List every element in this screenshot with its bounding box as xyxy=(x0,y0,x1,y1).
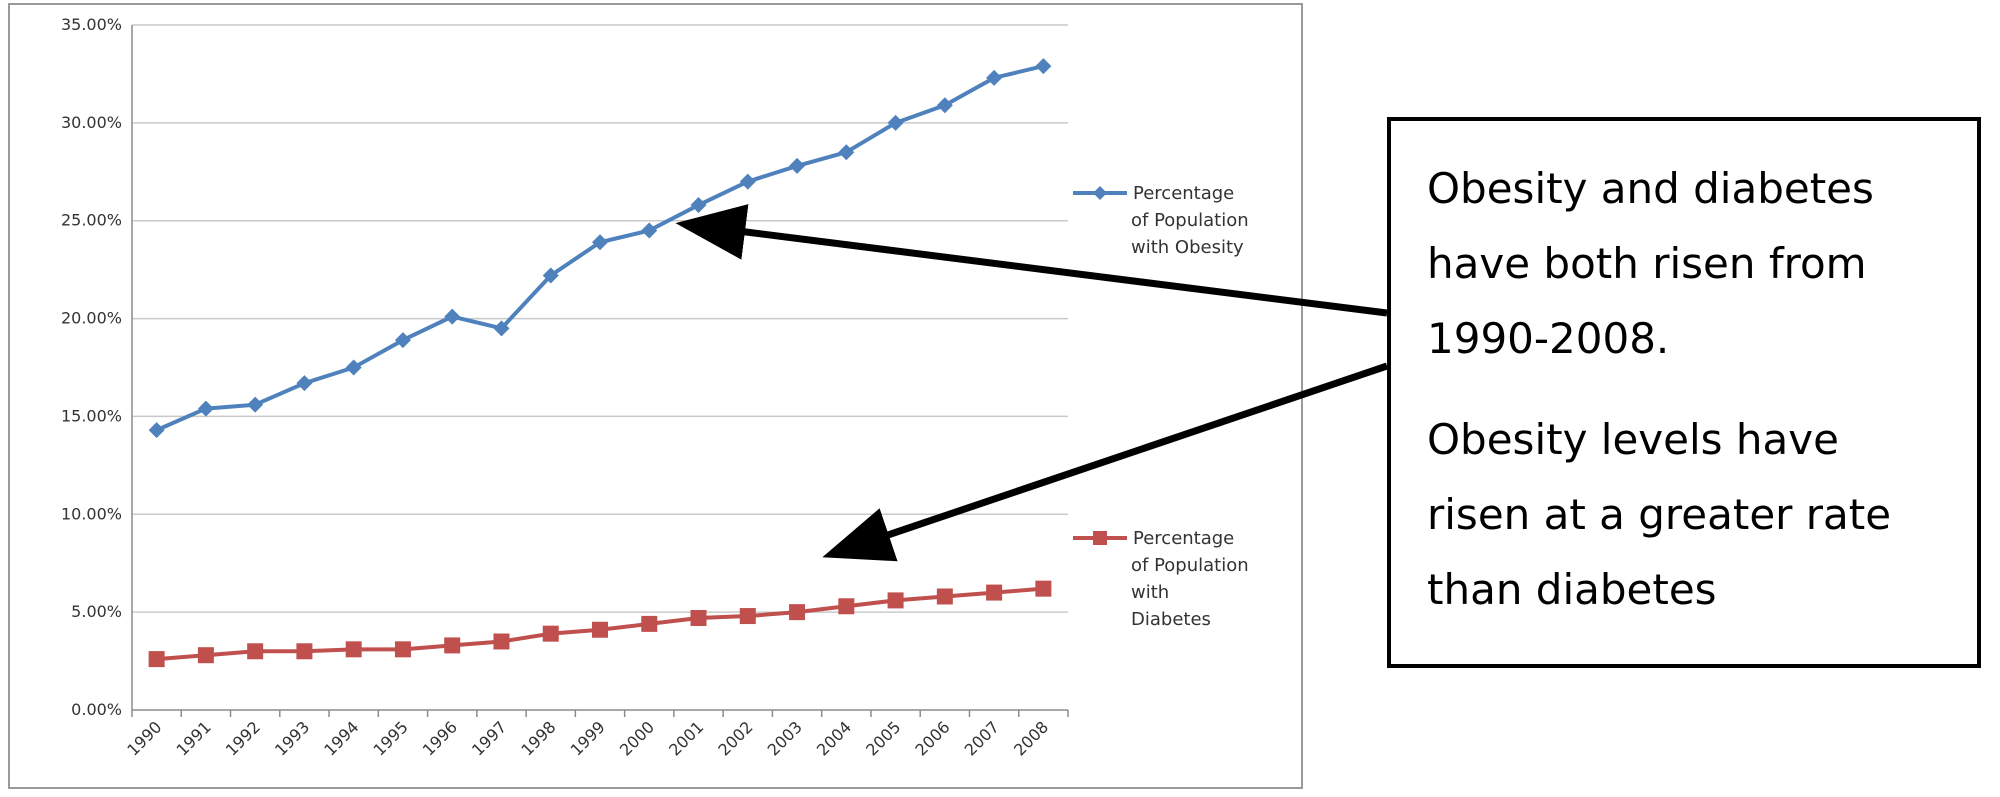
x-tick-label: 2001 xyxy=(665,717,707,759)
data-point-obesity xyxy=(592,234,608,251)
data-point-obesity xyxy=(690,197,707,214)
x-tick-label: 1992 xyxy=(222,717,264,759)
x-tick-label: 1995 xyxy=(370,717,412,759)
data-point-diabetes xyxy=(394,641,411,658)
annotation-arrows xyxy=(675,204,1389,562)
data-point-diabetes xyxy=(1035,580,1052,597)
x-tick-label: 2006 xyxy=(911,717,953,759)
data-point-obesity xyxy=(936,97,953,114)
x-tick-label: 2007 xyxy=(961,717,1003,759)
x-tick-label: 2000 xyxy=(616,717,658,759)
data-point-diabetes xyxy=(690,610,707,627)
data-point-diabetes xyxy=(493,633,510,650)
x-tick-label: 1994 xyxy=(320,717,362,759)
x-tick-label: 1998 xyxy=(517,717,559,759)
x-tick-label: 2004 xyxy=(813,717,855,759)
data-point-obesity xyxy=(986,69,1003,86)
annotation-text-rate: Obesity levels have risen at a greater r… xyxy=(1427,415,1892,614)
data-point-diabetes xyxy=(887,592,904,609)
legend-marker-diabetes xyxy=(1093,531,1107,545)
axes xyxy=(131,25,1069,717)
legend-label-diabetes: Percentage of Population with Diabetes xyxy=(1131,528,1249,630)
data-point-diabetes xyxy=(542,625,559,642)
data-point-diabetes xyxy=(986,584,1003,601)
annotation-box: Obesity and diabetes have both risen fro… xyxy=(1387,117,1981,668)
data-point-diabetes xyxy=(197,647,214,664)
chart-frame xyxy=(8,3,1303,789)
data-point-diabetes xyxy=(148,651,165,668)
data-point-obesity xyxy=(739,173,756,190)
data-point-diabetes xyxy=(592,621,608,638)
x-tick-label: 1993 xyxy=(271,717,313,759)
data-point-diabetes xyxy=(296,643,313,660)
x-tick-label: 2008 xyxy=(1010,717,1052,759)
data-point-obesity xyxy=(345,359,362,376)
x-tick-label: 1999 xyxy=(567,717,609,759)
y-tick-label: 30.00% xyxy=(61,113,122,132)
data-point-obesity xyxy=(1035,58,1052,75)
arrow-to-diabetes xyxy=(822,362,1389,562)
data-point-obesity xyxy=(641,222,658,239)
y-tick-labels: 0.00% 5.00% 10.00% 15.00% 20.00% 25.00% 30.00%… xyxy=(61,15,122,719)
data-point-diabetes xyxy=(444,637,461,654)
annotation-text-rise: Obesity and diabetes have both risen fro… xyxy=(1427,164,1874,363)
x-tick-label: 1996 xyxy=(419,717,461,759)
x-tick-label: 1990 xyxy=(123,717,165,759)
y-tick-label: 15.00% xyxy=(61,406,122,425)
data-point-diabetes xyxy=(641,615,658,632)
x-tick-labels: 1990 1991 1992 1993 1994 1995 1996 1997 1998 1999… xyxy=(123,717,1052,759)
data-point-obesity xyxy=(296,375,313,392)
data-point-obesity xyxy=(789,157,806,174)
gridlines xyxy=(132,24,1068,613)
y-tick-label: 10.00% xyxy=(61,504,122,523)
data-point-diabetes xyxy=(345,641,362,658)
data-point-diabetes xyxy=(838,598,855,615)
x-tick-label: 2003 xyxy=(764,717,806,759)
x-tick-label: 2002 xyxy=(714,717,756,759)
data-point-diabetes xyxy=(739,608,756,625)
data-point-obesity xyxy=(444,308,461,325)
y-tick-label: 5.00% xyxy=(71,602,122,621)
data-point-obesity xyxy=(148,422,165,439)
arrow-to-obesity xyxy=(675,204,1388,317)
y-tick-label: 35.00% xyxy=(61,15,122,34)
data-point-diabetes xyxy=(789,604,806,621)
x-tick-label: 2005 xyxy=(862,717,904,759)
data-point-diabetes xyxy=(247,643,264,660)
legend-label-obesity: Percentage of Population with Obesity xyxy=(1131,183,1249,258)
x-tick-label: 1997 xyxy=(468,717,510,759)
y-tick-label: 0.00% xyxy=(71,700,122,719)
x-tick-label: 1991 xyxy=(172,717,214,759)
data-point-obesity xyxy=(197,400,214,417)
series xyxy=(148,58,1052,668)
data-point-obesity xyxy=(542,267,559,284)
data-point-obesity xyxy=(838,144,855,161)
data-point-obesity xyxy=(247,396,264,413)
legend: Percentage of Population with Obesity Perce… xyxy=(1073,183,1249,630)
legend-marker-obesity xyxy=(1093,186,1107,200)
data-point-obesity xyxy=(493,320,510,337)
data-point-obesity xyxy=(394,332,411,349)
y-tick-label: 20.00% xyxy=(61,309,122,328)
data-point-diabetes xyxy=(936,588,953,605)
y-tick-label: 25.00% xyxy=(61,211,122,230)
data-point-obesity xyxy=(887,114,904,131)
